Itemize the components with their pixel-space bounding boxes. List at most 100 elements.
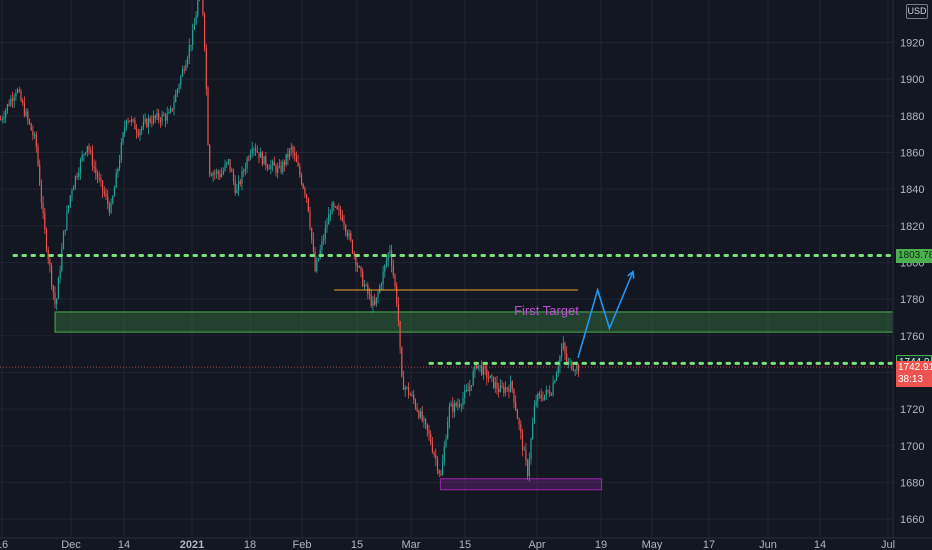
candle-body [447,421,449,439]
candle-body [544,394,546,400]
candle-body [171,108,173,110]
candle-body [328,214,330,225]
candle-body [552,382,554,395]
candle-body [321,240,323,250]
y-tick-label: 1660 [900,514,924,526]
candle-body [333,203,335,207]
x-tick-label: 14 [118,539,130,550]
candle-body [404,387,406,390]
candle-body [164,115,167,121]
candle-body [462,397,464,406]
candle-body [156,113,158,118]
candle-body [562,343,564,349]
candle-body [372,300,374,306]
candle-body [110,203,112,213]
price-axis[interactable]: 1660168017001720174017601780180018201840… [892,0,924,538]
candle-body [479,365,481,367]
candle-body [205,47,207,89]
candle-body [457,404,459,407]
candle-body [528,458,530,477]
candle-body [493,376,495,388]
candle-body [105,194,107,197]
candle-body [249,153,252,159]
candle-body [178,84,180,90]
candle-body [265,156,267,166]
candle-body [81,155,83,160]
candle-body [175,93,177,103]
candle-body [401,347,403,377]
time-axis[interactable]: 16 Dec 14 2021 18 Feb 15 Mar 15 Apr 19 May 17 Jun 14 Ju… [0,537,932,550]
candle-body [277,166,279,173]
candle-body [521,432,524,450]
candle-body [477,365,479,369]
candle-body [418,411,420,418]
candle-body [207,88,209,146]
candle-body [307,197,309,212]
candle-body [311,227,313,240]
candle-body [132,119,134,121]
candle-body [545,389,547,395]
candle-body [117,168,119,173]
candle-body [268,167,270,170]
candle-body [188,45,190,58]
candle-body [11,98,14,101]
candle-body [261,152,263,165]
candle-body [532,422,534,440]
candle-body [61,249,63,271]
candle-body [392,265,394,276]
candle-body [226,162,228,165]
candle-body [270,164,272,170]
candle-body [367,284,369,294]
candle-body [85,152,87,155]
candle-body [49,259,51,266]
candle-body [217,171,219,175]
x-tick-label: Jun [759,539,777,550]
candle-body [559,356,561,367]
x-tick-label: 2021 [180,539,204,550]
candle-body [256,151,258,153]
bar-countdown: 38:13 [898,374,924,386]
candle-body [527,460,529,477]
candle-body [549,391,551,396]
candle-body [438,470,440,474]
candle-body [323,238,325,241]
candle-body [90,150,92,152]
candle-body [319,249,321,259]
candle-body [358,266,360,268]
candle-body [302,183,304,189]
candle-body [91,151,93,167]
candle-body [317,258,320,261]
candle-body [246,158,248,169]
candle-body [161,114,163,122]
green-zone [54,311,894,333]
candle-body [314,251,316,272]
candle-body [124,127,126,133]
candle-body [384,265,386,272]
candle-body [299,166,301,176]
candle-body [331,203,333,214]
candle-body [566,353,568,364]
candle-body [282,161,284,172]
y-tick-label: 1900 [900,74,924,86]
candle-body [289,149,291,158]
currency-label[interactable]: USD [906,4,928,19]
candle-body [258,152,260,158]
candle-body [224,164,226,171]
candle-body [231,169,233,172]
x-tick-label: Apr [528,539,545,550]
candle-body [409,394,411,396]
candle-body [465,390,467,392]
candle-body [399,321,401,348]
candle-body [564,343,566,354]
candle-body [154,115,156,118]
y-tick-label: 1860 [900,147,924,159]
candle-body [192,29,194,45]
candle-body [306,194,308,198]
candle-body [433,451,435,456]
candle-body [416,407,418,412]
candle-body [86,146,88,153]
candle-body [440,473,442,475]
candle-body [430,434,432,444]
candle-body [571,361,573,370]
